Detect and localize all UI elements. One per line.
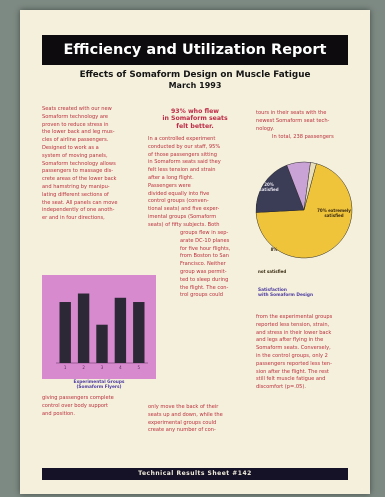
text-line: still felt muscle fatigue and [256, 376, 326, 383]
pie-slice [255, 164, 305, 213]
text-line: cles of airline passengers. [42, 137, 109, 144]
text-line: for five hour flights, [180, 245, 231, 252]
bar-chart: 1 2 3 4 5 [56, 293, 148, 370]
bar [133, 302, 145, 363]
bar-chart-caption: Experimental Groups (Somaform Flyers) [73, 380, 125, 391]
text-line: passengers to massage dis- [42, 168, 114, 175]
text-line: Passengers were [148, 182, 191, 189]
text-line: tours in their seats with the [256, 110, 327, 116]
column-right: tours in their seats with the newest Soma… [256, 110, 348, 133]
bar [96, 324, 108, 363]
text-line: in Somaform seats said they [148, 159, 221, 166]
text-line: system of moving panels, [42, 152, 108, 159]
bar-chart-panel: 1 2 3 4 5 [42, 275, 156, 379]
bar-tick-label: 3 [101, 365, 104, 370]
report-page: Efficiency and Utilization Report Effect… [20, 10, 370, 494]
text-line: Francisco. Neither [180, 261, 226, 268]
text-line: imental groups (Somaform [148, 213, 217, 220]
column-right-bottom: from the experimental groups reported les… [256, 314, 350, 392]
text-line: Seats created with our new [42, 106, 112, 112]
text-line: er and in four directions, [42, 215, 105, 222]
text-line: groups flew in sep- [180, 230, 229, 236]
text-line: Somaform seats. Conversely, [256, 345, 331, 352]
text-line: the seat. All panels can move [42, 199, 118, 206]
text-line: seats up and down, while the [148, 411, 223, 418]
text-line: passengers reported less ten- [256, 360, 332, 367]
bar-tick-label: 4 [119, 365, 122, 370]
bar-tick-label: 2 [82, 365, 85, 370]
text-line: Somaform technology are [42, 113, 109, 120]
text-line: lating different sections of [42, 191, 109, 198]
column-left: Seats created with our new Somaform techn… [42, 106, 154, 223]
report-title: Efficiency and Utilization Report [42, 35, 348, 65]
text-line: nology. [256, 125, 275, 132]
text-line: newest Somaform seat tech- [256, 117, 330, 124]
pie-label-percent: 8% [270, 247, 278, 252]
text-line: Designed to work as a [42, 144, 99, 151]
text-line: group was permit- [180, 268, 227, 275]
pie-slice [255, 163, 353, 259]
column-middle: In a controlled experiment conducted by o… [148, 136, 244, 230]
text-line: control groups (conven- [148, 198, 209, 205]
text-line: from the experimental groups [256, 314, 333, 320]
bar [59, 302, 71, 363]
text-line: after a long flight. [148, 174, 194, 181]
report-subtitle: Effects of Somaform Design on Muscle Fat… [79, 70, 311, 80]
text-line: crete areas of the lower back [42, 176, 117, 183]
column-middle-narrow: groups flew in sep-arate DC-10 planes for… [180, 230, 246, 300]
text-line: and stress in their lower back [256, 329, 332, 336]
text-line: and legs after flying in the [256, 337, 324, 344]
column-headline: 93% who flew in Somaform seats felt bett… [162, 108, 228, 130]
text-line: tional seats) and five exper- [148, 206, 220, 213]
text-line: of those passengers sitting [148, 151, 217, 158]
text-line: the flight. The con- [180, 284, 229, 291]
text-line: and position. [42, 410, 75, 417]
pie-slice [303, 162, 317, 211]
text-line: giving passengers complete [42, 395, 114, 401]
text-line: sion after the flight. The rest [256, 368, 329, 375]
text-line: create any number of con- [148, 427, 216, 434]
text-line: experimental groups could [148, 419, 217, 426]
text-line: In a controlled experiment [148, 136, 216, 142]
text-line: independently of one anoth- [42, 207, 115, 214]
text-line: in the control groups, only 2 [256, 352, 328, 359]
text-line: conducted by our staff, 95% [148, 143, 221, 150]
bar-tick-label: 1 [64, 365, 67, 370]
text-line: control over body support [42, 402, 109, 409]
text-line: only move the back of their [148, 404, 219, 410]
text-line: felt less tension and strain [148, 167, 216, 174]
pie-label-extremely: 70% extremely satisfied [317, 208, 351, 218]
text-line: arate DC-10 planes [180, 237, 230, 244]
report-footer: Technical Results Sheet #142 [42, 468, 348, 480]
text-line: and hamstring by manipu- [42, 183, 110, 190]
report-date: March 1993 [168, 81, 222, 90]
text-line: seats) of fifty subjects. Both [148, 221, 220, 228]
text-line: the lower back and leg mus- [42, 129, 115, 136]
pie-chart-caption: Satisfaction with Somaform Design [258, 288, 314, 299]
bar-tick-label: 5 [138, 365, 141, 370]
text-line: ted to sleep during [180, 276, 229, 283]
text-line: reported less tension, strain, [256, 321, 330, 328]
bar [77, 293, 90, 363]
column-middle-bottom: only move the back of their seats up and … [148, 404, 244, 435]
passenger-total: In total, 238 passengers [272, 134, 334, 140]
text-line: from Boston to San [180, 253, 230, 260]
text-line: discomfort (p=.05). [256, 384, 306, 391]
column-left-bottom: giving passengers complete control over b… [42, 395, 154, 418]
satisfaction-pie-chart [255, 161, 353, 259]
text-line: divided equally into five [148, 190, 210, 197]
pie-label-not-satisfied: not satisfied [258, 269, 287, 274]
text-line: proven to reduce stress in [42, 121, 109, 128]
text-line: Somaform technology allows [42, 160, 116, 167]
pie-label-satisfied: 20% satisfied [259, 182, 279, 192]
bar [114, 297, 127, 363]
text-line: trol groups could [180, 292, 223, 299]
